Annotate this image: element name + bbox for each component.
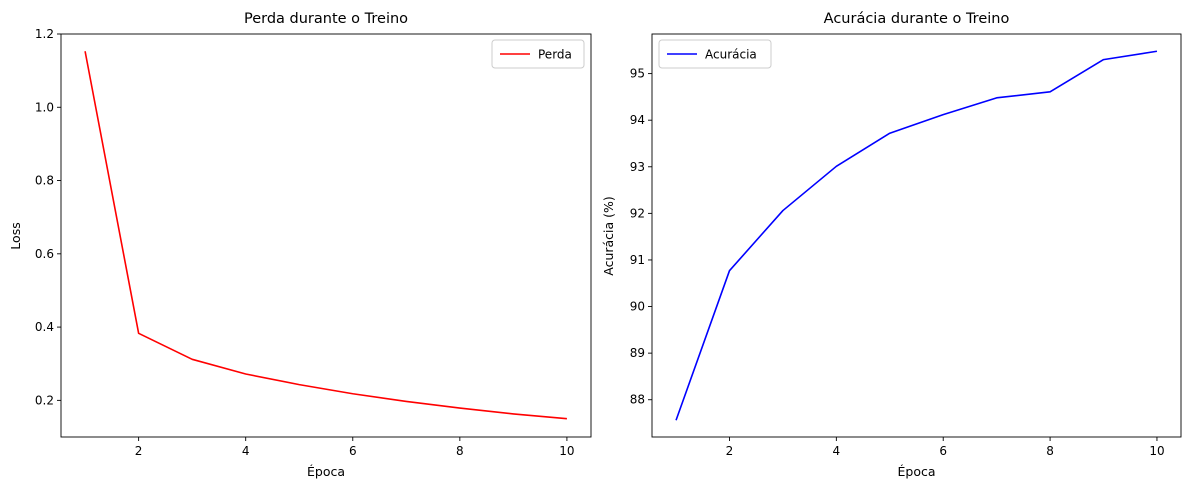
- x-axis-ticks: 2 4 6 8 10: [726, 437, 1165, 458]
- legend-label: Perda: [538, 48, 572, 62]
- x-tick-label: 10: [1149, 444, 1164, 458]
- series-line: [675, 50, 1158, 421]
- y-tick-label: 0.4: [35, 320, 54, 334]
- x-tick-label: 6: [939, 444, 947, 458]
- legend-frame: [491, 39, 585, 69]
- x-tick-label: 8: [1046, 444, 1054, 458]
- y-axis-ticks: 88 89 90 91 92 93 94 95: [630, 67, 652, 407]
- x-axis-label: Época: [897, 464, 935, 479]
- legend: Perda: [491, 39, 585, 69]
- x-axis-label: Época: [307, 464, 345, 479]
- x-tick-label: 4: [242, 444, 250, 458]
- legend-label: Acurácia: [705, 48, 757, 62]
- y-tick-label: 0.2: [35, 393, 54, 407]
- y-tick-label: 93: [630, 160, 645, 174]
- x-tick-label: 10: [559, 444, 574, 458]
- y-tick-label: 90: [630, 300, 645, 314]
- x-tick-label: 6: [349, 444, 357, 458]
- plot-frame: [60, 33, 592, 438]
- x-tick-label: 2: [135, 444, 143, 458]
- y-tick-label: 92: [630, 206, 645, 220]
- legend-frame: [658, 39, 772, 69]
- x-tick-label: 4: [833, 444, 841, 458]
- series-layer: [675, 50, 1158, 421]
- y-tick-label: 91: [630, 253, 645, 267]
- y-tick-label: 1.0: [35, 100, 54, 114]
- y-axis-label: Acurácia (%): [601, 196, 616, 276]
- plot-frame: [651, 33, 1182, 438]
- x-tick-label: 2: [726, 444, 734, 458]
- x-tick-label: 8: [456, 444, 464, 458]
- loss-chart: Perda durante o Treino 2 4 6 8 10 0.20.40.60…: [8, 11, 592, 479]
- y-tick-label: 0.8: [35, 174, 54, 188]
- chart-title: Acurácia durante o Treino: [824, 11, 1010, 27]
- legend: Acurácia: [658, 39, 772, 69]
- chart-title: Perda durante o Treino: [244, 11, 408, 27]
- y-tick-label: 88: [630, 393, 645, 407]
- y-tick-label: 1.2: [35, 27, 54, 41]
- y-axis-ticks: 0.2 0.4 0.6 0.8 1.0 1.2: [35, 27, 61, 407]
- series-line: [84, 51, 567, 420]
- y-tick-label: 89: [630, 346, 645, 360]
- accuracy-chart: Acurácia durante o Treino 2 4 6 8 10 88 89 90 9…: [601, 11, 1182, 479]
- y-tick-label: 0.6: [35, 247, 54, 261]
- y-tick-label: 94: [630, 113, 645, 127]
- series-layer: [84, 51, 567, 420]
- x-axis-ticks: 2 4 6 8 10: [135, 437, 575, 458]
- y-axis-label: Loss: [8, 222, 23, 249]
- y-tick-label: 95: [630, 67, 645, 81]
